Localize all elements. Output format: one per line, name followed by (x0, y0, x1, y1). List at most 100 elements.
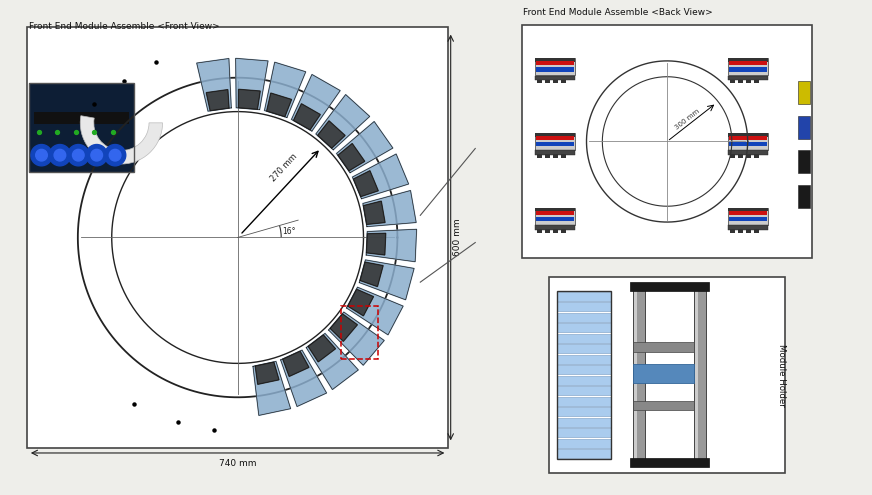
Bar (34, 111, 129, 124)
Bar (633, 364, 694, 383)
Circle shape (49, 145, 71, 166)
Bar (695, 288, 698, 462)
Polygon shape (264, 62, 306, 117)
Bar (557, 396, 611, 406)
Polygon shape (291, 74, 340, 131)
Polygon shape (352, 154, 409, 199)
Bar (729, 142, 766, 147)
Text: Front End Module Assemble <Back View>: Front End Module Assemble <Back View> (523, 7, 713, 17)
Polygon shape (348, 289, 373, 316)
Bar (694, 286, 705, 464)
Bar (557, 302, 611, 311)
Bar (536, 217, 574, 221)
Circle shape (86, 145, 107, 166)
Polygon shape (329, 312, 385, 365)
Bar (562, 154, 566, 158)
Bar (557, 334, 611, 343)
Polygon shape (338, 144, 364, 171)
Text: 16°: 16° (283, 227, 296, 236)
Bar (633, 400, 694, 410)
Bar (730, 229, 735, 233)
Bar (727, 133, 768, 150)
Bar (535, 58, 575, 75)
Bar (557, 407, 611, 416)
Bar (798, 185, 809, 208)
Circle shape (91, 149, 103, 161)
Circle shape (54, 149, 65, 161)
Polygon shape (238, 89, 260, 109)
Bar (553, 80, 558, 83)
Bar (535, 225, 575, 230)
Bar (727, 225, 768, 230)
Polygon shape (281, 350, 327, 406)
Bar (545, 80, 550, 83)
Bar (536, 67, 574, 72)
Bar (727, 58, 768, 62)
Bar (545, 229, 550, 233)
Bar (729, 211, 766, 215)
Bar (729, 61, 766, 65)
Bar (553, 154, 558, 158)
Polygon shape (283, 351, 309, 376)
Bar (535, 58, 575, 62)
Circle shape (31, 145, 52, 166)
Polygon shape (363, 191, 416, 227)
Bar (754, 229, 760, 233)
Bar (557, 313, 611, 322)
Bar (798, 115, 809, 139)
Bar (536, 211, 574, 215)
Wedge shape (80, 116, 162, 164)
Bar (798, 81, 809, 104)
Bar (535, 208, 575, 225)
Bar (30, 83, 133, 172)
Bar (738, 80, 743, 83)
Polygon shape (317, 121, 345, 148)
Bar (557, 344, 611, 353)
Polygon shape (294, 104, 320, 130)
Polygon shape (235, 58, 268, 109)
Bar (535, 208, 575, 211)
Bar (557, 354, 611, 364)
Bar (738, 154, 743, 158)
Text: Module Holder: Module Holder (777, 344, 786, 406)
Polygon shape (253, 361, 290, 415)
Polygon shape (346, 287, 403, 335)
Bar (537, 80, 542, 83)
Bar (730, 80, 735, 83)
Bar (754, 154, 760, 158)
Bar (730, 154, 735, 158)
Bar (535, 150, 575, 155)
Bar (635, 288, 637, 462)
Text: Front End Module Assemble <Front View>: Front End Module Assemble <Front View> (30, 22, 220, 31)
Bar (557, 428, 611, 437)
Bar (727, 208, 768, 225)
Bar (535, 76, 575, 80)
Bar (562, 229, 566, 233)
Circle shape (36, 149, 47, 161)
Polygon shape (337, 121, 393, 173)
Polygon shape (330, 314, 358, 342)
Bar (557, 376, 611, 385)
Polygon shape (267, 93, 291, 117)
Polygon shape (366, 233, 385, 255)
Bar (630, 458, 709, 467)
Bar (341, 306, 378, 359)
Polygon shape (308, 335, 336, 362)
Bar (557, 386, 611, 396)
Text: 600 mm: 600 mm (453, 219, 462, 256)
Bar (545, 154, 550, 158)
Circle shape (109, 149, 121, 161)
Bar (535, 133, 575, 150)
Polygon shape (306, 334, 358, 390)
Bar (729, 136, 766, 140)
Circle shape (105, 145, 126, 166)
Bar (798, 150, 809, 173)
Polygon shape (364, 201, 385, 224)
Bar (729, 67, 766, 72)
Polygon shape (197, 58, 231, 111)
Bar (727, 150, 768, 155)
Bar (727, 208, 768, 211)
Polygon shape (316, 95, 370, 150)
Bar (562, 80, 566, 83)
Bar (537, 229, 542, 233)
